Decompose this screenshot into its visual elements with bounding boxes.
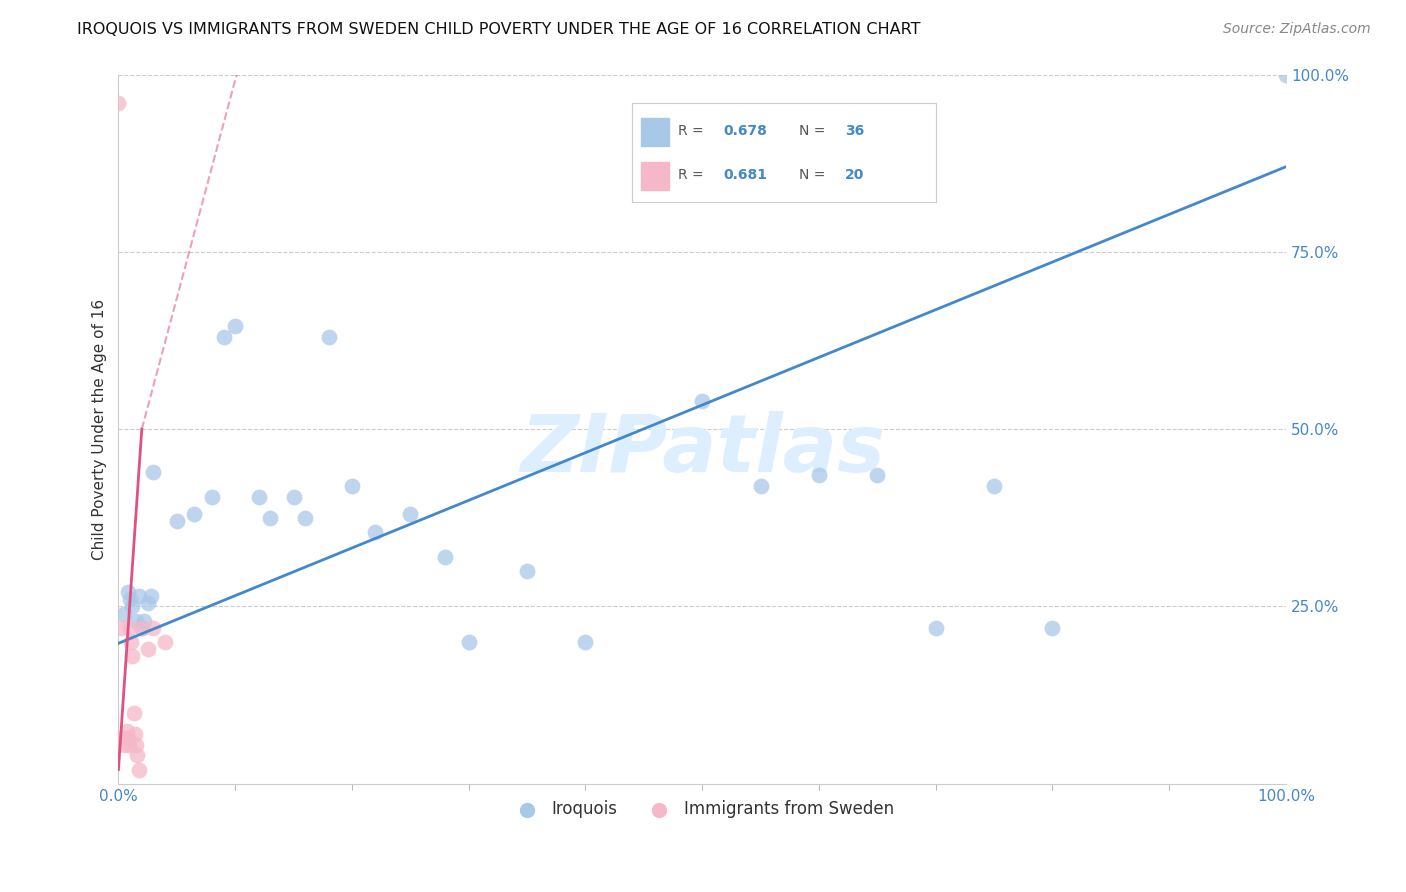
- Point: [121, 649, 143, 664]
- Point: [127, 748, 149, 763]
- Point: [212, 330, 235, 344]
- Y-axis label: Child Poverty Under the Age of 16: Child Poverty Under the Age of 16: [93, 299, 107, 559]
- Point: [121, 599, 143, 614]
- Point: [125, 614, 148, 628]
- Point: [153, 635, 176, 649]
- Point: [807, 468, 830, 483]
- Text: Source: ZipAtlas.com: Source: ZipAtlas.com: [1223, 22, 1371, 37]
- Point: [201, 490, 224, 504]
- Point: [516, 564, 538, 578]
- Point: [122, 706, 145, 720]
- Point: [120, 592, 142, 607]
- Point: [224, 319, 246, 334]
- Point: [247, 490, 270, 504]
- Point: [112, 738, 135, 752]
- Point: [983, 479, 1005, 493]
- Point: [136, 596, 159, 610]
- Point: [125, 738, 148, 752]
- Point: [749, 479, 772, 493]
- Point: [124, 727, 146, 741]
- Point: [110, 621, 132, 635]
- Point: [259, 510, 281, 524]
- Point: [112, 607, 135, 621]
- Point: [117, 731, 139, 745]
- Point: [128, 763, 150, 777]
- Point: [142, 465, 165, 479]
- Point: [925, 621, 948, 635]
- Point: [294, 510, 316, 524]
- Point: [574, 635, 596, 649]
- Point: [183, 507, 205, 521]
- Point: [134, 614, 156, 628]
- Point: [131, 621, 153, 635]
- Text: IROQUOIS VS IMMIGRANTS FROM SWEDEN CHILD POVERTY UNDER THE AGE OF 16 CORRELATION: IROQUOIS VS IMMIGRANTS FROM SWEDEN CHILD…: [77, 22, 921, 37]
- Legend: Iroquois, Immigrants from Sweden: Iroquois, Immigrants from Sweden: [503, 794, 901, 825]
- Point: [114, 731, 136, 745]
- Point: [118, 738, 141, 752]
- Point: [1042, 621, 1064, 635]
- Point: [1275, 68, 1298, 82]
- Point: [136, 642, 159, 657]
- Point: [399, 507, 422, 521]
- Point: [142, 621, 165, 635]
- Point: [120, 621, 142, 635]
- Point: [318, 330, 340, 344]
- Point: [283, 490, 305, 504]
- Point: [139, 589, 162, 603]
- Point: [434, 549, 457, 564]
- Point: [115, 723, 138, 738]
- Point: [120, 635, 142, 649]
- Point: [117, 585, 139, 599]
- Point: [340, 479, 363, 493]
- Point: [866, 468, 889, 483]
- Point: [166, 514, 188, 528]
- Point: [111, 731, 134, 745]
- Point: [364, 524, 387, 539]
- Point: [107, 95, 129, 110]
- Point: [131, 621, 153, 635]
- Point: [457, 635, 479, 649]
- Point: [690, 393, 713, 408]
- Point: [128, 589, 150, 603]
- Text: ZIPatlas: ZIPatlas: [520, 411, 884, 490]
